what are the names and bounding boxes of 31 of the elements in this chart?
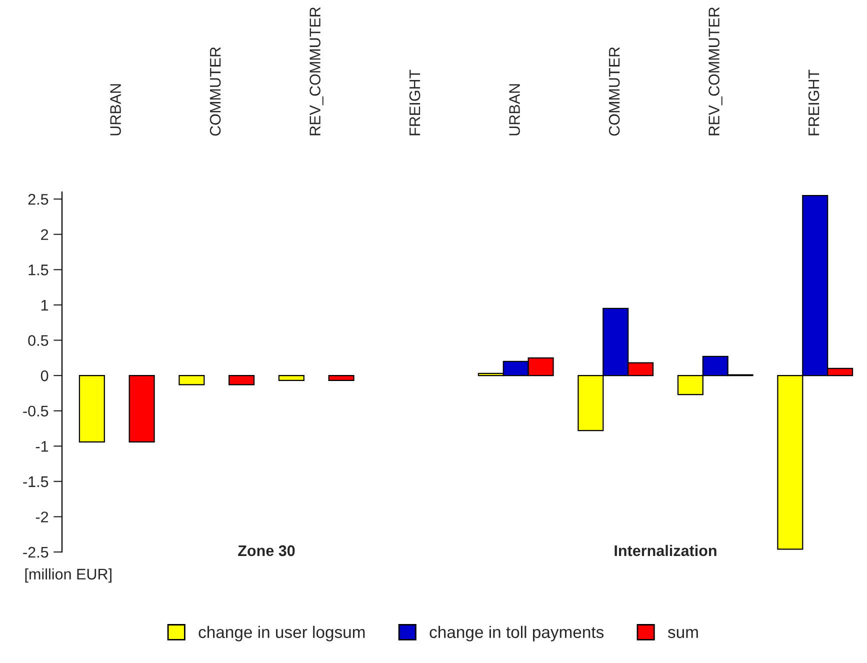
y-tick-label: 0.5 (28, 335, 48, 346)
annotation: Internalization (614, 544, 716, 556)
y-tick-label: -0.5 (23, 406, 48, 417)
bar (178, 374, 205, 386)
bar (278, 374, 304, 382)
x-tick-label: URBAN (110, 84, 121, 136)
y-tick-label: 1.5 (28, 264, 48, 276)
y-tick-label: 0 (40, 370, 48, 382)
legend-label: change in user logsum (198, 626, 365, 642)
x-tick-label: FREIGHT (808, 70, 820, 136)
y-tick-label: 1 (41, 300, 48, 310)
x-tick-label: URBAN (509, 84, 520, 136)
x-tick-label: REV_COMMUTER (708, 7, 722, 136)
x-tick-label: COMMUTER (210, 47, 221, 136)
y-tick-label: 2.5 (28, 194, 48, 205)
y-tick-label: -2 (36, 512, 48, 522)
y-tick-label: -2.5 (23, 546, 48, 558)
y-tick-label: -1 (36, 441, 48, 452)
bar (128, 374, 155, 442)
x-tick-label: COMMUTER (608, 47, 620, 136)
y-tick-label: 2 (41, 229, 48, 240)
legend-label: change in toll payments (430, 626, 604, 642)
x-tick-label: REV_COMMUTER (310, 7, 324, 136)
bar (78, 374, 105, 442)
annotation: Zone 30 (238, 545, 295, 556)
bar (228, 374, 255, 386)
y-tick-label: -1.5 (23, 476, 48, 488)
x-tick-label: FREIGHT (409, 70, 420, 136)
y-axis-title: [million EUR] (25, 568, 112, 583)
legend-label: sum (668, 628, 698, 638)
bar (328, 374, 354, 382)
